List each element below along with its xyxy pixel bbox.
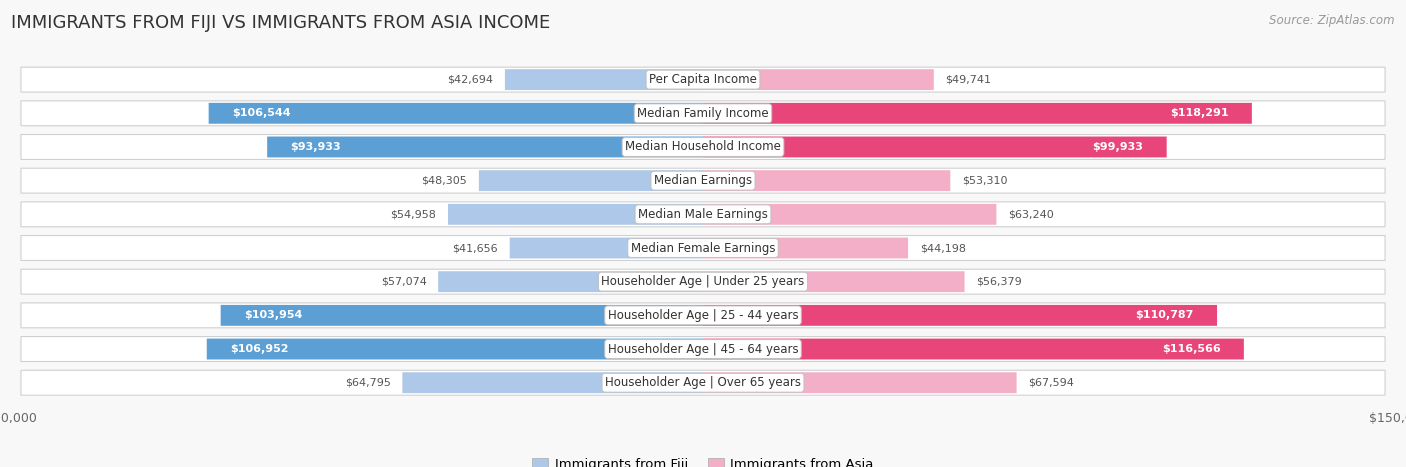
FancyBboxPatch shape <box>21 168 1385 193</box>
FancyBboxPatch shape <box>703 339 1244 360</box>
Text: $93,933: $93,933 <box>291 142 342 152</box>
FancyBboxPatch shape <box>21 202 1385 227</box>
FancyBboxPatch shape <box>21 337 1385 361</box>
FancyBboxPatch shape <box>21 101 1385 126</box>
Text: $57,074: $57,074 <box>381 276 426 287</box>
FancyBboxPatch shape <box>21 67 1385 92</box>
Text: Householder Age | Under 25 years: Householder Age | Under 25 years <box>602 275 804 288</box>
Text: $56,379: $56,379 <box>976 276 1022 287</box>
FancyBboxPatch shape <box>703 204 997 225</box>
Text: $49,741: $49,741 <box>945 75 991 85</box>
Text: $63,240: $63,240 <box>1008 209 1053 219</box>
FancyBboxPatch shape <box>21 370 1385 395</box>
Text: $116,566: $116,566 <box>1161 344 1220 354</box>
FancyBboxPatch shape <box>208 103 703 124</box>
Text: Householder Age | 45 - 64 years: Householder Age | 45 - 64 years <box>607 342 799 355</box>
Text: Householder Age | Over 65 years: Householder Age | Over 65 years <box>605 376 801 389</box>
Text: $110,787: $110,787 <box>1136 311 1194 320</box>
FancyBboxPatch shape <box>439 271 703 292</box>
FancyBboxPatch shape <box>267 136 703 157</box>
Text: $48,305: $48,305 <box>422 176 467 186</box>
Text: $64,795: $64,795 <box>344 378 391 388</box>
Text: $67,594: $67,594 <box>1028 378 1074 388</box>
Text: $103,954: $103,954 <box>243 311 302 320</box>
Text: Median Male Earnings: Median Male Earnings <box>638 208 768 221</box>
Text: Median Female Earnings: Median Female Earnings <box>631 241 775 255</box>
FancyBboxPatch shape <box>703 372 1017 393</box>
Text: IMMIGRANTS FROM FIJI VS IMMIGRANTS FROM ASIA INCOME: IMMIGRANTS FROM FIJI VS IMMIGRANTS FROM … <box>11 14 551 32</box>
Text: Source: ZipAtlas.com: Source: ZipAtlas.com <box>1270 14 1395 27</box>
Text: $106,544: $106,544 <box>232 108 291 118</box>
FancyBboxPatch shape <box>703 136 1167 157</box>
Text: Median Family Income: Median Family Income <box>637 107 769 120</box>
FancyBboxPatch shape <box>21 269 1385 294</box>
Text: $41,656: $41,656 <box>453 243 498 253</box>
Legend: Immigrants from Fiji, Immigrants from Asia: Immigrants from Fiji, Immigrants from As… <box>527 453 879 467</box>
FancyBboxPatch shape <box>703 305 1218 326</box>
FancyBboxPatch shape <box>703 69 934 90</box>
Text: $42,694: $42,694 <box>447 75 494 85</box>
FancyBboxPatch shape <box>449 204 703 225</box>
FancyBboxPatch shape <box>221 305 703 326</box>
Text: Householder Age | 25 - 44 years: Householder Age | 25 - 44 years <box>607 309 799 322</box>
FancyBboxPatch shape <box>703 271 965 292</box>
FancyBboxPatch shape <box>21 235 1385 261</box>
Text: $53,310: $53,310 <box>962 176 1008 186</box>
FancyBboxPatch shape <box>510 238 703 258</box>
FancyBboxPatch shape <box>703 238 908 258</box>
FancyBboxPatch shape <box>21 134 1385 159</box>
FancyBboxPatch shape <box>402 372 703 393</box>
Text: $44,198: $44,198 <box>920 243 966 253</box>
FancyBboxPatch shape <box>703 103 1251 124</box>
Text: Median Household Income: Median Household Income <box>626 141 780 154</box>
Text: $118,291: $118,291 <box>1170 108 1229 118</box>
Text: Median Earnings: Median Earnings <box>654 174 752 187</box>
FancyBboxPatch shape <box>21 303 1385 328</box>
Text: $54,958: $54,958 <box>391 209 436 219</box>
FancyBboxPatch shape <box>703 170 950 191</box>
FancyBboxPatch shape <box>505 69 703 90</box>
Text: $99,933: $99,933 <box>1092 142 1143 152</box>
FancyBboxPatch shape <box>479 170 703 191</box>
Text: $106,952: $106,952 <box>231 344 288 354</box>
Text: Per Capita Income: Per Capita Income <box>650 73 756 86</box>
FancyBboxPatch shape <box>207 339 703 360</box>
